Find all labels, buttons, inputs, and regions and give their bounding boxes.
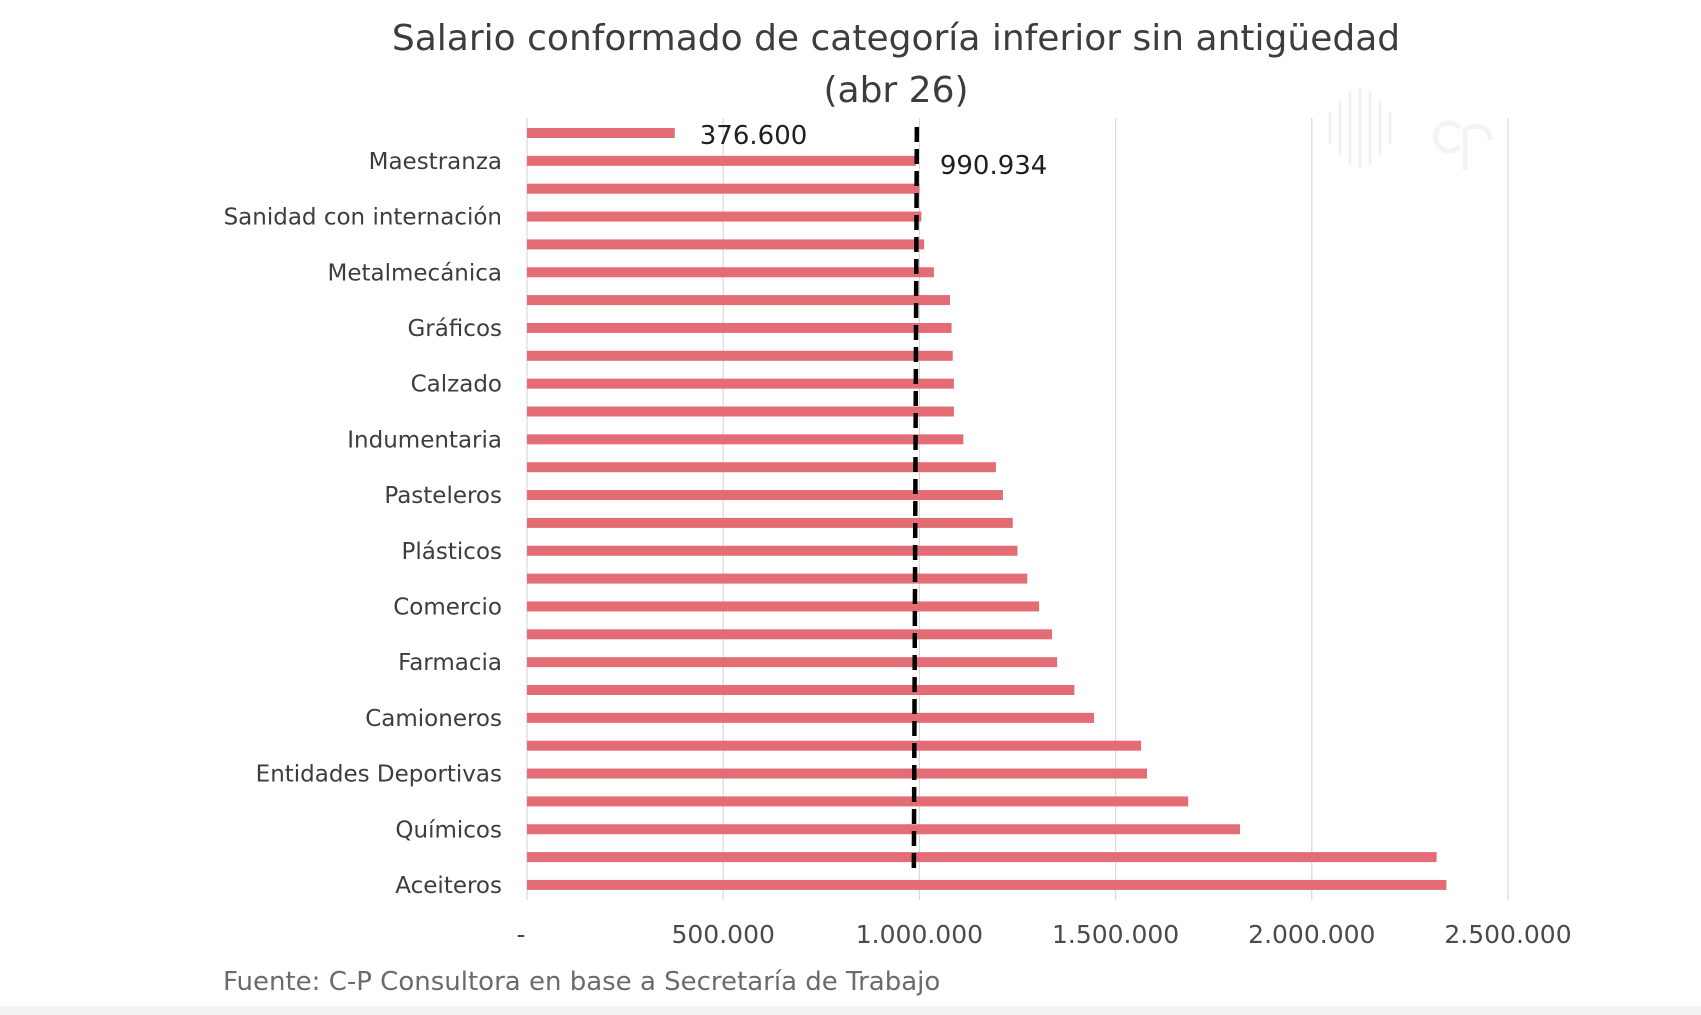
bar-7: [527, 322, 952, 333]
reference-line: [911, 126, 920, 871]
bar-22: [527, 740, 1142, 751]
category-labels: Maestranza Sanidad con internación Metalme…: [224, 149, 502, 899]
bar-14: [527, 517, 1013, 528]
chart-bars: [527, 128, 1447, 890]
category-label-19: Farmacia: [398, 650, 502, 676]
category-label-5: Metalmecánica: [328, 260, 503, 286]
bar-3: [527, 211, 922, 222]
bar-2: [527, 183, 920, 194]
category-label-21: Camioneros: [365, 706, 502, 732]
category-label-9: Calzado: [411, 372, 502, 398]
bar-0: [527, 128, 675, 138]
bar-16: [527, 573, 1028, 584]
data-label-0: 376.600: [700, 121, 808, 151]
category-label-11: Indumentaria: [347, 427, 502, 453]
bar-10: [527, 406, 954, 417]
bar-27: [527, 879, 1447, 890]
bar-21: [527, 712, 1095, 723]
category-label-17: Comercio: [393, 594, 502, 620]
bar-13: [527, 490, 1003, 501]
data-labels: 376.600 990.934: [700, 121, 1048, 181]
bar-26: [527, 852, 1437, 863]
cp-watermark-logo: [1328, 88, 1493, 170]
bottom-strip: [0, 1006, 1701, 1015]
category-label-25: Químicos: [395, 817, 502, 843]
category-label-27: Aceiteros: [395, 873, 502, 899]
category-label-3: Sanidad con internación: [224, 205, 502, 231]
x-tick-label-1: 500.000: [672, 920, 775, 949]
x-tick-label-3: 1.500.000: [1052, 920, 1179, 949]
bar-5: [527, 267, 934, 278]
x-tick-label-0: -: [516, 920, 525, 949]
x-tick-label-5: 2.500.000: [1444, 920, 1571, 949]
bar-20: [527, 685, 1075, 695]
chart-gridlines: [526, 118, 1509, 900]
bar-18: [527, 629, 1053, 640]
chart-subtitle: (abr 26): [823, 70, 969, 111]
category-label-13: Pasteleros: [384, 483, 502, 509]
x-tick-label-2: 1.000.000: [856, 920, 983, 949]
bar-11: [527, 434, 964, 445]
bar-12: [527, 462, 996, 473]
bar-23: [527, 768, 1147, 779]
x-tick-label-4: 2.000.000: [1248, 920, 1375, 949]
bar-15: [527, 545, 1018, 556]
category-label-7: Gráficos: [407, 316, 502, 342]
bar-25: [527, 824, 1240, 835]
chart-source-note: Fuente: C-P Consultora en base a Secreta…: [223, 967, 941, 997]
bar-19: [527, 657, 1058, 668]
category-label-15: Plásticos: [402, 539, 502, 565]
category-label-1: Maestranza: [369, 149, 502, 175]
bar-1: [527, 155, 916, 166]
bar-4: [527, 239, 925, 250]
bar-17: [527, 601, 1040, 612]
bar-9: [527, 378, 954, 389]
x-tick-labels: - 500.000 1.000.000 1.500.000 2.000.000 2.500…: [516, 920, 1571, 949]
category-label-23: Entidades Deportivas: [256, 762, 502, 788]
chart-title: Salario conformado de categoría inferior…: [391, 18, 1401, 59]
bar-8: [527, 350, 953, 361]
bar-24: [527, 796, 1189, 807]
data-label-1: 990.934: [940, 151, 1048, 181]
bar-6: [527, 295, 951, 306]
reference-line-group: [911, 126, 920, 871]
